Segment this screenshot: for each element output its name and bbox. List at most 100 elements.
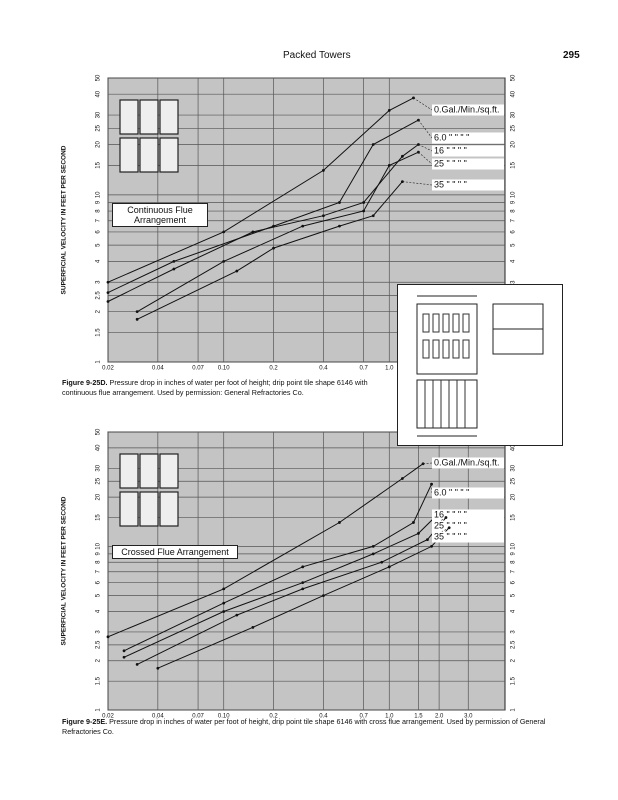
tile-cell [159,453,179,489]
data-point [338,224,341,228]
data-point [371,544,375,548]
data-point [172,259,176,263]
x-tick-label: 0.07 [192,366,204,372]
data-point [380,560,384,564]
x-tick-label: 0.7 [359,366,368,372]
data-point [222,601,226,605]
y-tick-label: 5 [96,243,102,247]
x-tick-label: 3.0 [464,714,473,720]
y-tick-label-right: 5 [511,593,517,597]
legend-box [432,179,504,191]
data-point [387,108,391,112]
data-point [251,625,255,629]
y-tick-label: 10 [96,191,102,198]
y-tick-label-right: 20 [511,493,517,500]
y-tick-label-right: 40 [511,90,517,97]
y-tick-label-right: 20 [511,141,517,148]
y-tick-label: 1 [96,360,102,364]
data-point [135,662,139,666]
data-point [371,214,375,218]
y-tick-label-right: 30 [511,111,517,118]
leader-line [413,97,433,111]
y-tick-label: 20 [96,141,102,148]
y-tick-label: 2 [96,309,102,313]
data-point [338,201,341,204]
y-tick-label: 2.5 [96,291,102,300]
data-point [222,610,226,613]
caption-label: Figure 9-25E. [62,717,108,726]
y-tick-label: 30 [96,111,102,118]
series-line [136,151,419,313]
x-tick-label: 1.0 [385,366,394,372]
legend-label: 16 " " " " [434,509,467,519]
tile-cell [159,491,179,527]
x-tick-label: 0.4 [319,366,328,372]
inset-frame [397,284,563,446]
data-point [222,259,226,263]
x-tick-label: 0.2 [269,366,278,372]
legend-label: 6.0 " " " " [434,487,469,497]
y-tick-label: 50 [96,428,102,435]
y-tick-label: 8 [96,209,102,213]
series-line [136,181,403,320]
y-tick-label-right: 30 [511,464,517,471]
y-tick-label: 3 [96,280,102,284]
x-tick-label: 0.04 [152,714,164,720]
y-tick-label-right: 2 [511,658,517,662]
annotation: Crossed Flue Arrangement [112,545,238,559]
x-tick-label: 2.0 [435,714,444,720]
data-point [272,246,275,250]
y-tick-label: 1.5 [96,328,102,337]
y-axis-label: SUPERFICIAL VELOCITY IN FEET PER SECOND [61,496,68,645]
data-point [106,291,110,295]
y-tick-label: 10 [96,542,102,549]
x-tick-label: 1.0 [385,714,394,720]
legend-label: 6.0 " " " " [434,132,469,142]
data-point [222,587,226,591]
tile-cell [139,137,159,173]
y-tick-label: 15 [96,514,102,521]
annotation: Continuous Flue Arrangement [112,203,208,227]
tile-sketch [119,99,179,173]
running-title: Packed Towers [283,50,351,61]
y-tick-label: 25 [96,477,102,484]
legend-label: 35 " " " " [434,179,467,189]
legend-box [432,509,504,521]
y-tick-label-right: 9 [511,552,517,556]
y-tick-label: 9 [96,200,102,204]
y-tick-label-right: 25 [511,124,517,131]
y-tick-label-right: 25 [511,477,517,484]
y-tick-label-right: 15 [511,514,517,521]
y-tick-label: 1.5 [96,676,102,685]
data-point [135,310,139,314]
series-line [157,527,450,669]
data-point [371,552,375,556]
y-axis-label: SUPERFICIAL VELOCITY IN FEET PER SECOND [61,145,68,294]
y-tick-label-right: 2.5 [511,640,517,649]
y-tick-label-right: 6 [511,230,517,234]
y-tick-label: 9 [96,552,102,556]
data-point [430,544,433,548]
data-point [301,581,305,585]
y-tick-label-right: 8 [511,560,517,564]
y-tick-label-right: 8 [511,209,517,213]
leader-line [418,119,433,139]
y-tick-label: 5 [96,593,102,597]
caption-label: Figure 9-25D. [62,378,108,387]
data-point [122,655,126,659]
data-point [106,300,110,303]
y-tick-label: 4 [96,609,102,613]
caption: Figure 9-25E. Pressure drop in inches of… [62,717,562,737]
y-tick-label: 3 [96,630,102,634]
tile-cell [119,453,139,489]
data-point [251,230,255,234]
y-tick-label-right: 5 [511,243,517,247]
x-tick-label: 0.02 [102,366,114,372]
data-point [321,169,325,172]
series-line [123,512,440,658]
y-tick-label: 40 [96,90,102,97]
tile-drawing [397,284,563,446]
legend-label: 16 " " " " [434,145,467,155]
data-point [362,201,366,204]
